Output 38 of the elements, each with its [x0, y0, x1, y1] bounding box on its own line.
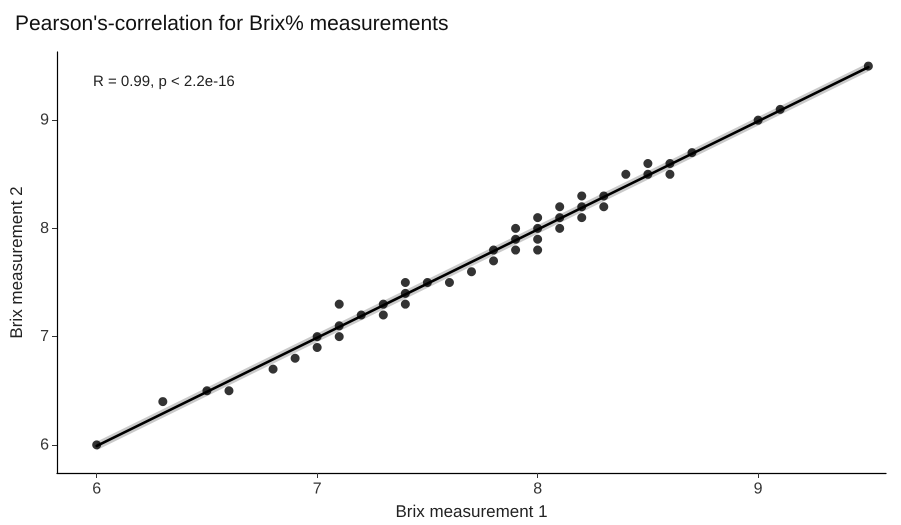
point	[467, 267, 476, 276]
y-tick-label: 6	[40, 436, 50, 454]
point	[511, 246, 520, 255]
point	[555, 224, 564, 233]
point	[577, 213, 586, 222]
point	[224, 386, 234, 396]
point	[158, 397, 168, 406]
point	[312, 342, 322, 352]
point	[378, 310, 388, 320]
point	[268, 364, 278, 374]
point	[400, 300, 410, 309]
y-tick-label: 9	[40, 112, 50, 129]
x-tick-label: 6	[92, 480, 102, 498]
x-axis-title: Brix measurement 1	[395, 502, 548, 521]
point	[577, 191, 586, 200]
point	[400, 278, 410, 288]
point	[489, 256, 498, 266]
point	[533, 246, 542, 255]
point	[334, 300, 344, 309]
y-tick-label: 7	[40, 328, 50, 346]
annotation: R = 0.99, p < 2.2e-16	[93, 73, 235, 90]
point	[334, 332, 344, 342]
y-tick-label: 8	[40, 220, 50, 237]
point	[290, 354, 300, 363]
point	[665, 170, 674, 179]
x-tick-label: 9	[754, 480, 763, 498]
point	[643, 158, 652, 168]
point	[533, 234, 542, 244]
point	[511, 224, 520, 233]
point	[555, 202, 564, 212]
point	[599, 202, 608, 212]
point	[533, 213, 542, 222]
chart-title: Pearson's-correlation for Brix% measurements	[15, 12, 449, 35]
point	[444, 278, 454, 288]
x-tick-label: 7	[312, 480, 322, 498]
y-axis-title: Brix measurement 2	[7, 186, 26, 339]
point	[621, 170, 630, 179]
x-tick-label: 8	[533, 480, 542, 498]
